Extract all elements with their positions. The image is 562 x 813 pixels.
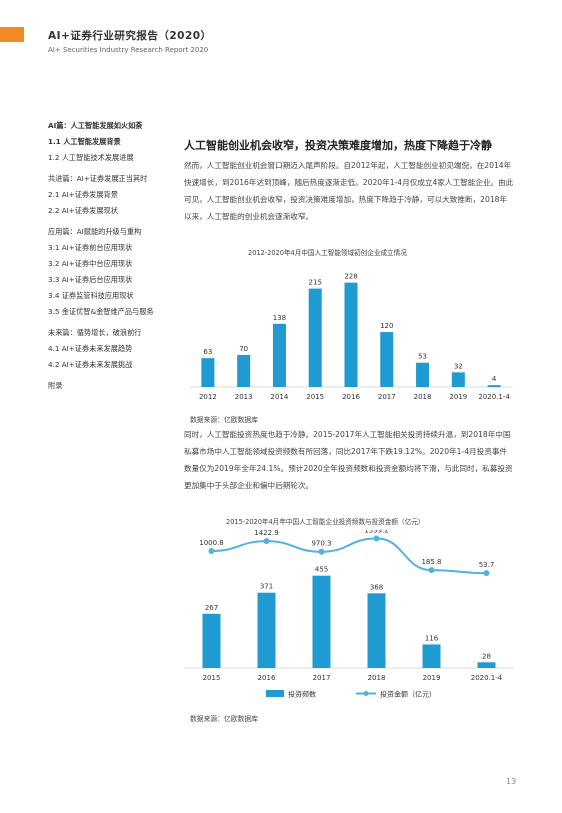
bar — [202, 613, 221, 668]
bar-value-label: 371 — [260, 583, 273, 591]
bar-value-label: 53 — [418, 353, 427, 361]
bar — [201, 358, 215, 387]
bar — [257, 592, 276, 668]
page-number: 13 — [506, 777, 517, 786]
line-point — [208, 548, 215, 555]
toc-item[interactable]: 3.3 AI+证券后台应用现状 — [48, 275, 133, 284]
x-tick-label: 2018 — [414, 393, 432, 401]
bar — [487, 385, 501, 387]
legend-bar-swatch — [266, 690, 284, 697]
x-tick-label: 2016 — [342, 393, 360, 401]
bar — [416, 362, 430, 387]
bar — [272, 323, 286, 387]
bar — [237, 354, 251, 387]
legend-bar-label: 投资频数 — [288, 690, 316, 699]
x-tick-label: 2016 — [258, 674, 276, 682]
bar — [451, 372, 465, 387]
line-value-label: 1422.9 — [254, 530, 279, 537]
toc-item[interactable]: 未来篇：循势增长，破浪前行 — [48, 328, 142, 337]
bar-value-label: 455 — [315, 566, 328, 574]
line-value-label: 1000.8 — [199, 539, 224, 547]
toc-item[interactable]: 共进篇：AI+证券发展正当其时 — [48, 174, 148, 183]
toc-item[interactable]: 4.2 AI+证券未来发展挑战 — [48, 360, 133, 369]
bar-value-label: 138 — [273, 314, 286, 322]
x-tick-label: 2020.1-4 — [471, 674, 503, 682]
bar-value-label: 215 — [309, 279, 322, 287]
x-tick-label: 2015 — [203, 674, 221, 682]
bar-value-label: 28 — [482, 652, 491, 660]
x-tick-label: 2013 — [235, 393, 253, 401]
report-subtitle: AI+ Securities Industry Research Report … — [48, 46, 209, 54]
line-point — [483, 570, 490, 577]
x-tick-label: 2019 — [423, 674, 441, 682]
bar — [380, 332, 394, 387]
line-value-label: 970.3 — [311, 540, 331, 548]
bar-value-label: 63 — [203, 348, 212, 356]
chart-1-source: 数据来源：亿欧数据库 — [190, 416, 258, 424]
bar — [308, 288, 322, 387]
bar — [344, 282, 358, 387]
bar-value-label: 228 — [344, 273, 357, 281]
toc-item[interactable]: 附录 — [48, 381, 63, 390]
line-value-label: 1539.2 — [364, 530, 389, 534]
line-value-label: 185.8 — [421, 558, 441, 566]
chart-2-investments: 267 2015 371 2016 455 2017 368 2018 116 2019 28 202… — [184, 530, 514, 699]
section-title: 人工智能创业机会收窄，投资决策难度增加，热度下降趋于冷静 — [184, 139, 492, 152]
toc-item[interactable]: AI篇：人工智能发展如火如荼 — [48, 121, 143, 130]
x-tick-label: 2020.1-4 — [478, 393, 510, 401]
x-tick-label: 2019 — [449, 393, 467, 401]
amount-line — [211, 537, 487, 575]
bar-value-label: 4 — [492, 375, 497, 383]
x-tick-label: 2017 — [313, 674, 331, 682]
x-tick-label: 2018 — [368, 674, 386, 682]
legend-line-marker — [363, 691, 369, 696]
bar-value-label: 368 — [370, 583, 383, 591]
header-accent-bar — [0, 27, 24, 42]
toc-item[interactable]: 3.4 证券监管科技应用现状 — [48, 291, 134, 300]
toc-item[interactable]: 1.2 人工智能技术发展进展 — [48, 153, 134, 162]
x-tick-label: 2012 — [199, 393, 217, 401]
line-point — [373, 535, 380, 542]
toc-item[interactable]: 4.1 AI+证券未来发展趋势 — [48, 344, 133, 353]
line-value-label: 53.7 — [479, 561, 495, 569]
bar-value-label: 120 — [380, 322, 393, 330]
toc-item[interactable]: 1.1 人工智能发展背景 — [48, 137, 121, 146]
table-of-contents: AI篇：人工智能发展如火如荼 1.1 人工智能发展背景 1.2 人工智能技术发展进展… — [48, 118, 183, 394]
chart-1-title: 2012-2020年4月中国人工智能领域初创企业成立情况 — [248, 249, 407, 257]
bar-value-label: 116 — [425, 634, 439, 642]
bar-value-label: 267 — [205, 604, 218, 612]
toc-item[interactable]: 2.1 AI+证券发展背景 — [48, 190, 118, 199]
toc-item[interactable]: 3.5 金证优智&金智维产品与服务 — [48, 307, 154, 316]
paragraph-1: 然而，人工智能创业机会窗口期迈入尾声阶段。自2012年起，人工智能创业初见端倪，… — [184, 161, 514, 221]
legend-line-label: 投资金额（亿元） — [380, 690, 436, 699]
chart-1-startups-founded: 63 2012 70 2013 138 2014 215 2015 228 2016 120 2017… — [190, 273, 512, 401]
line-point — [428, 567, 435, 574]
line-point — [263, 538, 270, 545]
x-tick-label: 2017 — [378, 393, 396, 401]
bar — [312, 575, 331, 668]
toc-item[interactable]: 3.2 AI+证券中台应用现状 — [48, 259, 133, 268]
toc-item[interactable]: 3.1 AI+证券前台应用现状 — [48, 243, 133, 252]
toc-item[interactable]: 应用篇：AI赋能的升级与重构 — [48, 227, 142, 236]
bar-value-label: 32 — [454, 362, 463, 370]
chart-2-source: 数据来源：亿欧数据库 — [190, 715, 258, 723]
x-tick-label: 2014 — [271, 393, 289, 401]
report-title: AI+证券行业研究报告（2020） — [48, 30, 212, 42]
bar — [422, 644, 441, 668]
bar — [367, 593, 386, 668]
chart-2-title: 2015-2020年4月年中国人工智能企业投资频数与投资金额（亿元） — [226, 518, 425, 526]
line-point — [318, 548, 325, 555]
toc-item[interactable]: 2.2 AI+证券发展现状 — [48, 206, 118, 215]
paragraph-2: 同时，人工智能投资热度也趋于冷静。2015-2017年人工智能相关投资持续升温，… — [184, 430, 513, 490]
x-tick-label: 2015 — [306, 393, 324, 401]
bar — [477, 662, 496, 668]
bar-value-label: 70 — [239, 345, 248, 353]
